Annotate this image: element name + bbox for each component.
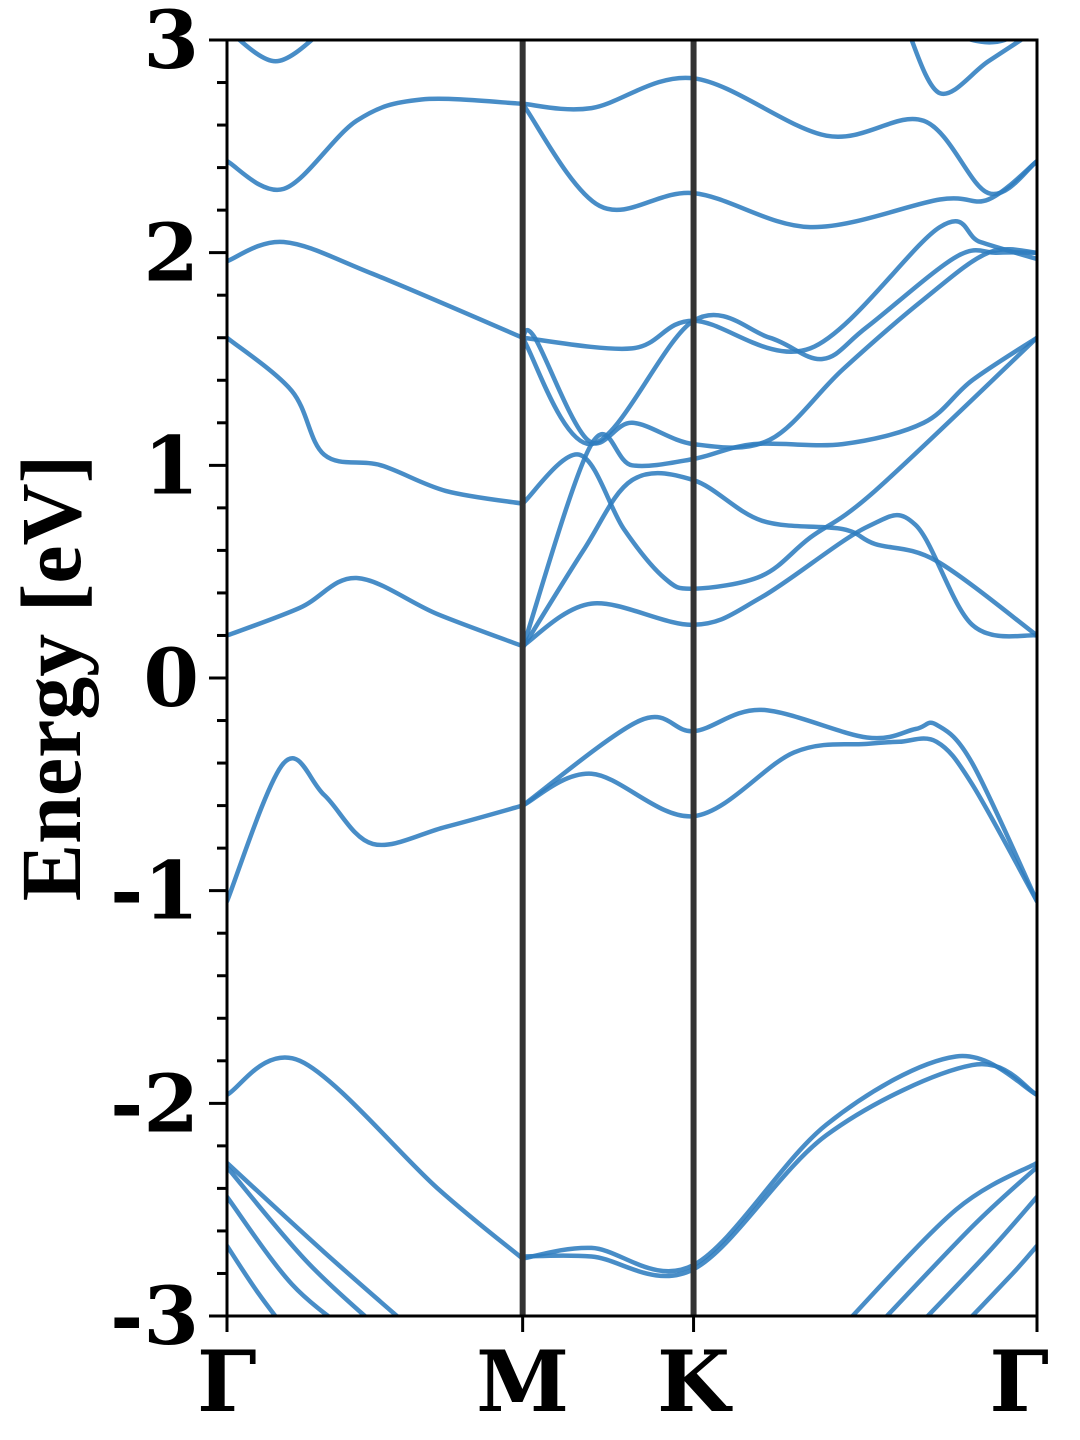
y-tick-label: -2 (110, 1056, 199, 1150)
x-tick-label: K (657, 1332, 733, 1431)
band-line-18 (909, 40, 1025, 97)
band-line-13 (520, 219, 1037, 355)
band-line-12 (227, 239, 525, 340)
band-line-24 (227, 1164, 369, 1316)
band-line-20 (227, 1055, 525, 1261)
band-line-22 (520, 1061, 1037, 1279)
band-line-19 (965, 40, 1011, 45)
band-line-25 (227, 1194, 332, 1316)
band-line-10 (520, 247, 1037, 450)
y-axis-label: Energy [eV] (3, 455, 99, 902)
y-tick-label: -3 (110, 1269, 199, 1363)
x-tick-label: Γ (989, 1332, 1049, 1431)
band-line-14 (227, 96, 525, 193)
y-tick-label: 1 (143, 418, 199, 512)
band-line-2 (520, 736, 1037, 904)
band-line-15 (520, 101, 1037, 230)
x-tick-label: Γ (197, 1332, 257, 1431)
band-line-16 (520, 75, 1037, 197)
high-symmetry-lines (519, 40, 697, 1316)
band-line-21 (520, 1053, 1037, 1274)
y-tick-label: -1 (110, 844, 199, 938)
y-tick-label: 2 (143, 206, 199, 300)
band-line-30 (969, 1243, 1037, 1316)
band-line-28 (883, 1164, 1037, 1316)
band-line-26 (227, 1243, 279, 1316)
band-line-8 (520, 335, 1037, 591)
y-tick-label: 3 (143, 0, 199, 87)
plot-frame (225, 38, 1039, 1318)
band-line-17 (236, 40, 316, 64)
x-tick-label: M (476, 1332, 569, 1431)
y-axis-ticks: 3 2 1 0 -1 -2 -3 (110, 0, 227, 1363)
band-line-27 (849, 1160, 1037, 1316)
band-line-29 (924, 1194, 1037, 1316)
band-line-6 (520, 470, 1037, 651)
band-lines (227, 40, 1037, 1316)
y-tick-label: 0 (143, 631, 199, 725)
band-line-1 (227, 756, 525, 904)
band-line-3 (520, 707, 1037, 904)
band-line-5 (520, 512, 1037, 649)
band-line-23 (227, 1160, 401, 1316)
band-line-7 (227, 335, 525, 506)
band-line-4 (227, 575, 525, 649)
